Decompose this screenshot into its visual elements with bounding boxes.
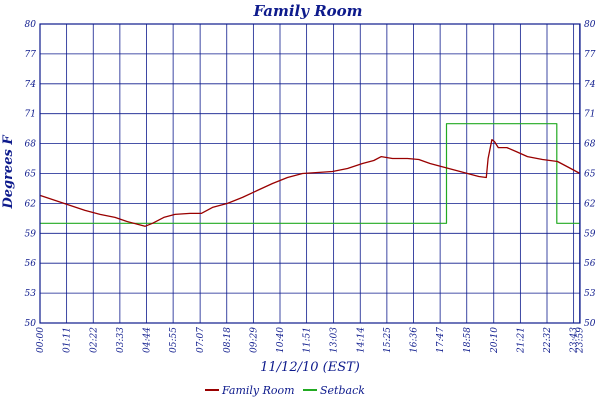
x-tick-label: 01:11 (63, 327, 73, 353)
x-tick-label: 17:47 (436, 327, 446, 353)
y-tick-label-left: 77 (25, 50, 37, 60)
tick-labels: 50 50 53 53 56 56 59 59 62 62 65 65 68 68 71 71 74 74 77 77… (25, 20, 596, 354)
x-tick-label: 03:33 (116, 327, 126, 353)
x-tick-label: 08:18 (223, 327, 233, 353)
x-tick-label: 02:22 (89, 327, 99, 353)
series-line-family-room (39, 138, 581, 227)
y-axis-label: Degrees F (1, 135, 16, 210)
y-tick-label-right: 65 (584, 170, 596, 180)
x-tick-label: 05:55 (169, 327, 179, 353)
x-tick-label: 00:00 (36, 327, 46, 353)
y-tick-label-left: 56 (25, 259, 37, 269)
y-tick-label-right: 77 (584, 50, 596, 60)
legend-label-setback: Setback (320, 384, 365, 397)
y-tick-label-right: 56 (584, 259, 596, 269)
x-tick-label: 13:03 (330, 327, 340, 353)
x-tick-label: 07:07 (196, 327, 206, 353)
y-tick-label-left: 62 (25, 199, 37, 209)
y-tick-label-right: 62 (584, 199, 596, 209)
x-tick-label: 22:32 (543, 327, 553, 354)
y-tick-label-left: 68 (25, 140, 37, 150)
y-tick-label-left: 50 (25, 319, 37, 329)
y-tick-label-left: 65 (25, 170, 37, 180)
x-tick-label: 14:14 (356, 327, 366, 353)
y-tick-label-right: 80 (584, 20, 596, 30)
y-tick-label-left: 80 (25, 20, 37, 30)
y-tick-label-right: 59 (584, 229, 596, 239)
y-tick-label-right: 74 (584, 80, 596, 90)
y-tick-label-right: 50 (584, 319, 596, 329)
y-tick-label-left: 53 (25, 289, 37, 299)
y-tick-label-left: 59 (25, 229, 37, 239)
x-tick-label: 20:10 (490, 327, 500, 354)
y-tick-label-left: 74 (25, 80, 37, 90)
x-axis-label: 11/12/10 (EST) (260, 360, 360, 375)
y-tick-label-right: 71 (584, 110, 595, 120)
x-tick-label: 11:51 (303, 327, 313, 353)
x-tick-label: 09:29 (249, 327, 259, 353)
x-tick-label: 18:58 (463, 327, 473, 353)
x-tick-label: 16:36 (410, 327, 420, 353)
x-tick-label: 10:40 (276, 327, 286, 353)
plot-border (39, 23, 581, 324)
y-tick-label-left: 71 (25, 110, 36, 120)
series-line-setback (40, 123, 580, 224)
legend: Family Room Setback (205, 384, 365, 397)
x-tick-label: 15:25 (383, 327, 393, 353)
chart-title: Family Room (252, 2, 362, 20)
series-layer (39, 123, 581, 227)
y-tick-label-right: 68 (584, 140, 596, 150)
x-tick-label: 21:21 (516, 327, 526, 354)
x-tick-label: 23:59 (576, 327, 586, 354)
y-tick-label-right: 53 (584, 289, 596, 299)
x-tick-label: 23:43 (570, 327, 580, 354)
x-tick-label: 04:44 (143, 327, 153, 353)
legend-label-family-room: Family Room (221, 384, 295, 397)
